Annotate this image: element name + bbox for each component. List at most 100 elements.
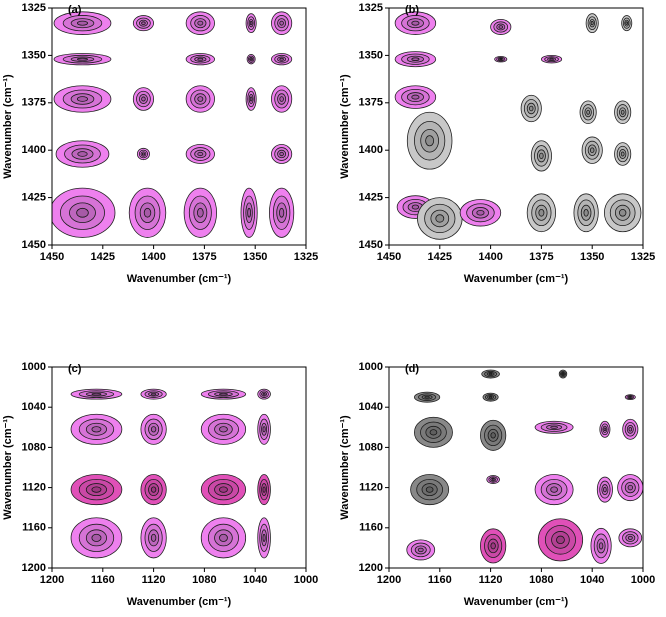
plot-frame [51,7,307,246]
contour-level [219,426,228,433]
y-axis-title: Wavenumber (cm⁻¹) [2,415,14,520]
panel: 1200 1160 1120 1080 1040 1000 1000 1040 1080 1120… [2,361,318,608]
contour-level [411,20,420,26]
x-tick-label: 1425 [91,251,115,263]
y-tick-label: 1425 [359,192,383,204]
contour-level [590,21,594,26]
contour-level [589,147,595,153]
contour-level [498,25,503,29]
contour-level [219,533,228,542]
x-tick-label: 1350 [243,251,267,263]
contour-level [250,57,253,61]
x-tick-label: 1350 [580,251,604,263]
y-tick-label: 1160 [359,522,383,534]
x-tick-label: 1400 [478,251,502,263]
contour-level [620,151,625,157]
y-tick-label: 1400 [22,144,46,156]
y-tick-label: 1120 [22,482,46,494]
contour-level [141,152,145,156]
contour-level [91,533,102,542]
contour-level [411,204,420,210]
contour-level [499,58,503,61]
contour-level [141,96,146,102]
contour-level [618,208,627,217]
y-tick-label: 1080 [359,441,383,453]
x-tick-label: 1160 [428,574,452,586]
contour-level [262,486,266,493]
contour-level [550,486,558,493]
panel-label: (d) [405,363,419,375]
y-tick-label: 1000 [359,361,383,373]
contour-level [586,109,590,115]
y-tick-label: 1350 [22,49,46,61]
contour-level [561,372,565,376]
contour-level [197,151,204,157]
contour-level [219,486,228,493]
contour-level [279,207,285,218]
contour-level [529,105,534,112]
plot-frame [388,366,644,569]
x-tick-label: 1080 [192,574,216,586]
y-tick-label: 1040 [359,401,383,413]
contour-level [435,214,445,223]
plot-frame [51,366,307,569]
x-tick-label: 1040 [243,574,267,586]
x-tick-label: 1200 [40,574,64,586]
x-tick-label: 1120 [479,574,503,586]
contour-level [249,21,253,26]
x-tick-label: 1200 [377,574,401,586]
panel-label: (b) [405,4,419,16]
contour-level [150,486,157,493]
y-tick-label: 1200 [22,562,46,574]
y-tick-label: 1425 [22,192,46,204]
contour-level [77,151,88,157]
panel-label: (c) [68,363,82,375]
contour-level [425,135,435,147]
contour-level [279,20,284,26]
y-tick-label: 1325 [22,2,46,14]
contour-level [249,96,253,102]
contour-level [150,533,157,542]
x-tick-label: 1425 [428,251,452,263]
y-tick-label: 1200 [359,562,383,574]
contour-level [262,426,266,433]
y-tick-label: 1040 [22,401,46,413]
contour-level [628,427,633,432]
contour-level [197,20,204,26]
contour-level [91,486,102,493]
contour-level [411,94,420,100]
contour-level [488,372,493,376]
contour-level [247,207,251,218]
panel: 1450 1425 1400 1375 1350 1325 1325 1350 1375 1400… [339,2,655,285]
x-tick-label: 1040 [580,574,604,586]
contour-level [262,392,266,396]
panel-label: (a) [68,4,82,16]
x-axis-title: Wavenumber (cm⁻¹) [464,596,569,608]
contour-level [424,395,430,399]
contour-level [488,396,493,399]
contour-level [583,208,589,217]
x-tick-label: 1080 [529,574,553,586]
contour-level [197,57,204,61]
panel: 1450 1425 1400 1375 1350 1325 1325 1350 1375 1400… [2,2,318,285]
contour-level [197,96,204,102]
x-axis-title: Wavenumber (cm⁻¹) [464,273,569,285]
contour-level [620,109,625,115]
y-axis-title: Wavenumber (cm⁻¹) [2,74,14,179]
y-tick-label: 1375 [359,97,383,109]
contour-level [627,535,633,540]
contour-level [197,207,204,218]
y-tick-label: 1375 [22,97,46,109]
contours [70,388,271,559]
x-axis-title: Wavenumber (cm⁻¹) [127,596,232,608]
contour-level [476,209,485,216]
x-tick-label: 1450 [377,251,401,263]
contour-level [425,486,434,493]
contour-level [491,478,495,481]
y-axis-title: Wavenumber (cm⁻¹) [339,74,351,179]
contour-level [76,57,89,61]
contour-level [538,208,545,217]
y-tick-label: 1450 [359,239,383,251]
contour-level [490,542,496,550]
